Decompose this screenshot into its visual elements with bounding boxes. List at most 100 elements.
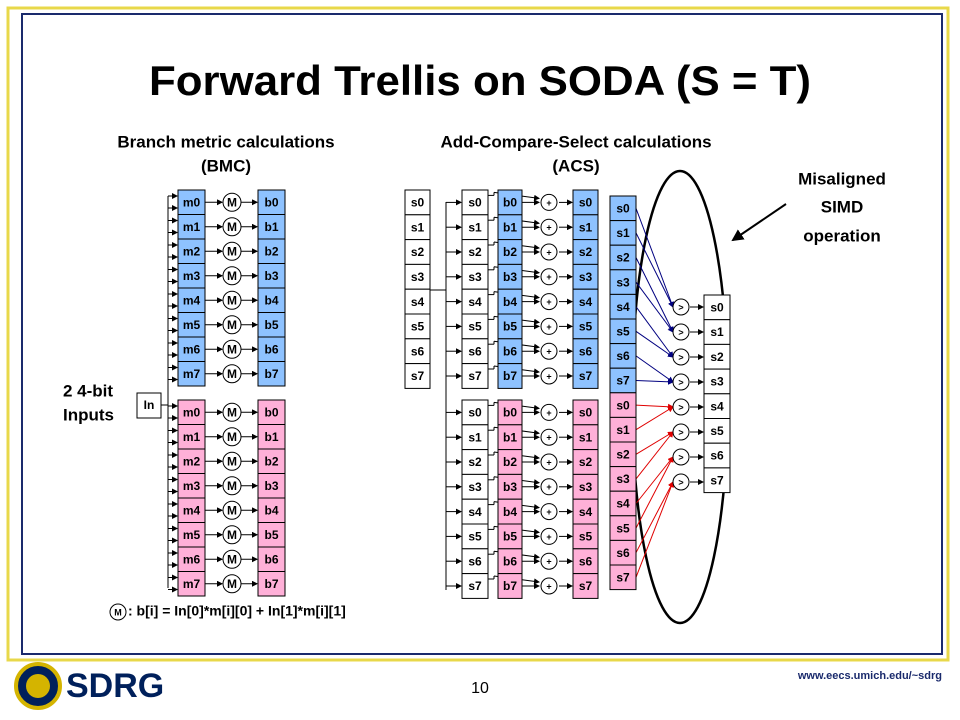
s-in-cell-label: s3	[411, 270, 425, 284]
operator-label: M	[227, 528, 237, 542]
s-in-cell	[404, 363, 431, 389]
operator	[540, 478, 558, 496]
input-box	[136, 392, 162, 419]
operator	[540, 268, 558, 286]
operator-label: M	[227, 318, 237, 332]
operator-label: M	[227, 503, 237, 517]
s-cell-label: s2	[468, 245, 482, 259]
university-seal	[26, 674, 50, 698]
operator	[222, 500, 242, 520]
operator	[222, 315, 242, 335]
operator	[540, 193, 558, 211]
merged-cell-label: s5	[616, 324, 630, 338]
s-cell-label: s1	[468, 220, 482, 234]
b-cell	[497, 313, 523, 340]
b-cell-label: b5	[503, 320, 517, 334]
b-cell-label: b5	[264, 318, 278, 332]
operator	[540, 527, 558, 545]
b-cell-label: b5	[264, 528, 278, 542]
operator	[672, 448, 690, 466]
s-cell	[461, 548, 489, 575]
operator-label: >	[678, 302, 683, 312]
merged-cell-label: s3	[616, 472, 630, 486]
b-cell-label: b6	[503, 344, 517, 358]
s-cell	[461, 214, 489, 241]
m-cell	[177, 312, 206, 338]
page-number: 10	[471, 680, 489, 697]
s-in-cell-label: s5	[411, 320, 425, 334]
s-cell-label: s6	[468, 344, 482, 358]
operator	[672, 473, 690, 491]
connector	[635, 378, 674, 385]
b-cell-label: b4	[503, 295, 517, 309]
operator-label: M	[227, 552, 237, 566]
b-cell	[497, 449, 523, 475]
result-cell	[703, 418, 731, 444]
operator	[222, 574, 242, 594]
m-cell	[177, 448, 206, 474]
operator-label: +	[546, 297, 551, 307]
out-cell	[572, 363, 599, 389]
s-cell	[461, 399, 489, 426]
operator	[540, 552, 558, 570]
bmc-heading: Branch metric calculations	[117, 132, 334, 151]
merged-cell-label: s1	[616, 226, 630, 240]
result-cell-label: s2	[710, 350, 724, 364]
s-in-cell-label: s2	[411, 245, 425, 259]
operator-label: +	[546, 457, 551, 467]
operator	[222, 339, 242, 359]
operator	[672, 398, 690, 416]
m-cell	[177, 497, 206, 523]
connector	[635, 306, 674, 358]
operator	[540, 317, 558, 335]
b-cell	[257, 522, 286, 548]
operator	[540, 453, 558, 471]
b-cell	[497, 288, 523, 315]
operator	[222, 525, 242, 545]
m-cell	[177, 263, 206, 289]
merged-cell-label: s0	[616, 201, 630, 215]
out-cell	[572, 313, 599, 340]
operator-label: +	[546, 247, 551, 257]
operator-label: +	[546, 581, 551, 591]
out-cell-label: s6	[579, 344, 593, 358]
result-cell-label: s4	[710, 399, 724, 413]
out-cell	[572, 573, 599, 599]
out-cell	[572, 263, 599, 290]
s-cell-label: s2	[468, 455, 482, 469]
b-cell-label: b6	[503, 554, 517, 568]
out-cell	[572, 498, 599, 525]
out-cell-label: s5	[579, 320, 593, 334]
b-cell	[257, 424, 286, 450]
out-cell-label: s1	[579, 430, 593, 444]
operator	[540, 403, 558, 421]
operator	[222, 427, 242, 447]
out-cell	[572, 548, 599, 575]
m-cell-label: m3	[183, 479, 201, 493]
s-in-cell	[404, 189, 431, 216]
m-cell	[177, 336, 206, 362]
s-in-cell-label: s6	[411, 344, 425, 358]
b-cell	[257, 312, 286, 338]
operator-label: >	[678, 327, 683, 337]
result-cell-label: s0	[710, 301, 724, 315]
operator	[109, 603, 127, 621]
b-cell-label: b7	[264, 367, 278, 381]
merged-cell	[609, 195, 637, 222]
out-cell-label: s6	[579, 554, 593, 568]
callout-arrow	[731, 203, 787, 242]
operator	[540, 293, 558, 311]
b-cell-label: b3	[503, 270, 517, 284]
callout-text: SIMD	[821, 197, 864, 216]
operator-label: M	[227, 220, 237, 234]
s-cell	[461, 573, 489, 599]
b-cell-label: b2	[264, 454, 278, 468]
operator	[672, 423, 690, 441]
connector	[635, 431, 674, 480]
s-cell-label: s3	[468, 480, 482, 494]
b-cell	[257, 473, 286, 499]
b-cell-label: b1	[503, 220, 517, 234]
m-cell-label: m0	[183, 195, 201, 209]
s-in-cell	[404, 338, 431, 365]
connector	[635, 403, 674, 410]
